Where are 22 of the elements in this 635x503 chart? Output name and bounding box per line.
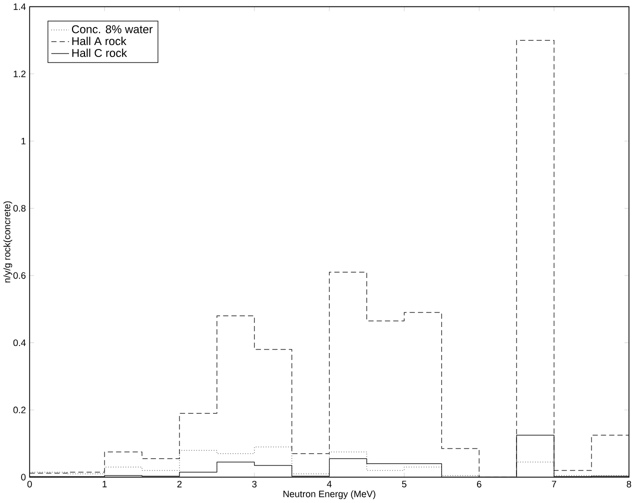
x-tick-label: 1: [102, 481, 107, 488]
x-tick-label: 6: [477, 481, 482, 488]
y-tick-label: 0.6: [13, 272, 26, 280]
x-tick-label: 7: [552, 481, 556, 488]
x-tick-label: 2: [177, 481, 182, 488]
y-tick-label: 1.4: [14, 4, 26, 10]
x-tick-label: 5: [402, 481, 406, 488]
y-tick-label: 0: [21, 474, 26, 481]
y-tick-label: 0.8: [13, 205, 26, 212]
x-tick-label: 0: [27, 481, 32, 488]
y-tick-label: 0.4: [13, 340, 26, 346]
x-axis-title: Neutron Energy (MeV): [283, 490, 376, 500]
legend-label: Hall C rock: [72, 48, 128, 58]
y-tick-label: 0.2: [13, 406, 26, 414]
y-tick-label: 1.2: [14, 70, 26, 78]
y-tick-label: 1: [22, 138, 26, 145]
legend-label: Conc. 8% water: [72, 25, 153, 34]
x-tick-label: 3: [252, 481, 257, 488]
x-tick-label: 8: [626, 481, 632, 488]
x-tick-label: 4: [326, 481, 332, 488]
legend-label: Hall A rock: [72, 37, 126, 46]
y-axis-title: n/y/g rock(concrete): [3, 202, 12, 283]
